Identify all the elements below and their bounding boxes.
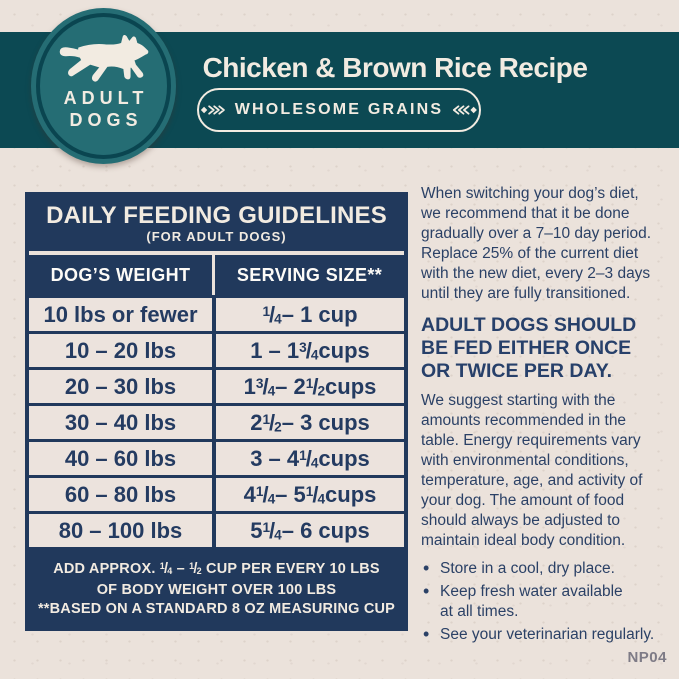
panel-code: NP04 — [627, 649, 667, 666]
list-item: Keep fresh water available at all times. — [421, 581, 669, 623]
footnote-line3: **BASED ON A STANDARD 8 OZ MEASURING CUP — [37, 601, 396, 618]
wheat-right-icon — [453, 105, 478, 115]
feeding-info-column: When switching your dog’s diet, we recom… — [421, 184, 669, 647]
wheat-left-icon — [200, 105, 225, 115]
amounts-paragraph: We suggest starting with the amounts rec… — [421, 392, 643, 549]
serving-cell: 4 1/4 – 5 1/4 cups — [216, 478, 404, 511]
adult-dogs-badge: ADULT DOGS — [31, 8, 176, 164]
transition-paragraph: When switching your dog’s diet, we recom… — [421, 185, 652, 302]
weight-cell: 10 – 20 lbs — [29, 334, 212, 367]
table-row: 30 – 40 lbs 2 1/2 – 3 cups — [29, 406, 404, 439]
table-row: 20 – 30 lbs 1 3/4 – 2 1/2 cups — [29, 370, 404, 403]
list-item: Store in a cool, dry place. — [421, 558, 669, 580]
weight-cell: 80 – 100 lbs — [29, 514, 212, 547]
grains-badge-label: WHOLESOME GRAINS — [234, 101, 444, 118]
footnote-line2: OF BODY WEIGHT OVER 100 LBS — [96, 582, 337, 599]
serving-cell: 2 1/2 – 3 cups — [216, 406, 404, 439]
table-subtitle: (FOR ADULT DOGS) — [146, 229, 287, 244]
footnote-line1: ADD APPROX. 1/4 – 1/2 CUP PER EVERY 10 L… — [53, 561, 380, 578]
table-title: DAILY FEEDING GUIDELINES — [46, 202, 387, 229]
logo-line2: DOGS — [69, 110, 143, 130]
list-item: See your veterinarian regularly. — [421, 624, 669, 646]
table-divider — [29, 251, 404, 255]
serving-cell: 1 3/4 – 2 1/2 cups — [216, 370, 404, 403]
table-row: 10 lbs or fewer 1/4 – 1 cup — [29, 298, 404, 331]
care-tips-list: Store in a cool, dry place. Keep fresh w… — [421, 558, 669, 646]
serving-cell: 1/4 – 1 cup — [216, 298, 404, 331]
table-row: 80 – 100 lbs 5 1/4 – 6 cups — [29, 514, 404, 547]
weight-cell: 10 lbs or fewer — [29, 298, 212, 331]
logo-line1: ADULT — [63, 88, 149, 108]
serving-cell: 5 1/4 – 6 cups — [216, 514, 404, 547]
table-body: 10 lbs or fewer 1/4 – 1 cup 10 – 20 lbs … — [29, 298, 404, 547]
table-row: 60 – 80 lbs 4 1/4 – 5 1/4 cups — [29, 478, 404, 511]
column-header-weight: DOG’S WEIGHT — [29, 255, 212, 295]
column-divider — [212, 255, 215, 295]
weight-cell: 20 – 30 lbs — [29, 370, 212, 403]
weight-cell: 30 – 40 lbs — [29, 406, 212, 439]
running-dog-icon — [59, 35, 148, 82]
feeding-frequency-heading: ADULT DOGS SHOULD BE FED EITHER ONCE OR … — [421, 314, 637, 382]
wholesome-grains-badge: WHOLESOME GRAINS — [197, 88, 481, 132]
weight-cell: 60 – 80 lbs — [29, 478, 212, 511]
recipe-title: Chicken & Brown Rice Recipe — [202, 52, 588, 83]
feeding-guidelines-table: DAILY FEEDING GUIDELINES (FOR ADULT DOGS… — [25, 192, 408, 632]
table-row: 40 – 60 lbs 3 – 4 1/4 cups — [29, 442, 404, 475]
table-header-row: DOG’S WEIGHT SERVING SIZE** — [29, 255, 404, 295]
serving-cell: 3 – 4 1/4 cups — [216, 442, 404, 475]
weight-cell: 40 – 60 lbs — [29, 442, 212, 475]
table-title-block: DAILY FEEDING GUIDELINES (FOR ADULT DOGS… — [29, 196, 404, 251]
table-row: 10 – 20 lbs 1 – 1 3/4 cups — [29, 334, 404, 367]
table-footnote: ADD APPROX. 1/4 – 1/2 CUP PER EVERY 10 L… — [29, 550, 404, 628]
serving-cell: 1 – 1 3/4 cups — [216, 334, 404, 367]
column-header-serving: SERVING SIZE** — [215, 255, 404, 295]
